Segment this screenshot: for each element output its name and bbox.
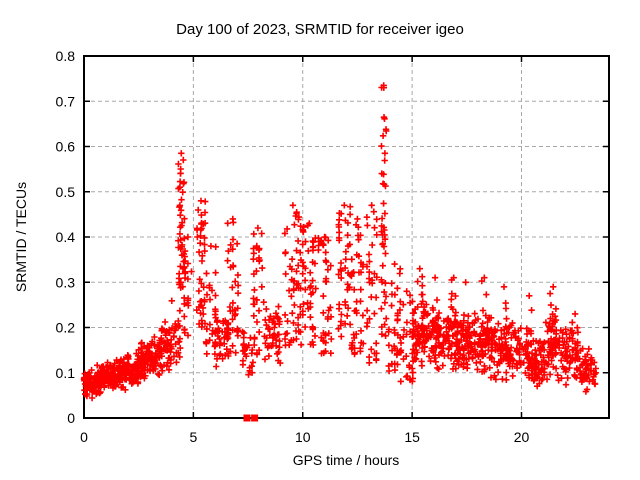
svg-text:0.7: 0.7 <box>56 93 76 109</box>
chart-title: Day 100 of 2023, SRMTID for receiver ige… <box>176 21 464 38</box>
svg-text:0: 0 <box>67 410 75 426</box>
axis-tick-labels: 0 5 10 15 20 0 0.1 0.2 0.3 0.4 0.5 0.6 0.7 0.8 <box>56 48 530 445</box>
svg-text:0: 0 <box>80 429 88 445</box>
svg-text:10: 10 <box>295 429 311 445</box>
svg-text:0.3: 0.3 <box>56 274 76 290</box>
svg-text:0.2: 0.2 <box>56 320 76 336</box>
svg-text:15: 15 <box>404 429 420 445</box>
flagged-epoch-markers <box>243 414 259 422</box>
data-points <box>80 82 599 402</box>
svg-text:0.6: 0.6 <box>56 139 76 155</box>
svg-text:0.1: 0.1 <box>56 365 76 381</box>
axis-ticks <box>83 55 609 419</box>
svg-text:0.4: 0.4 <box>56 229 76 245</box>
svg-text:20: 20 <box>514 429 530 445</box>
svg-text:0.5: 0.5 <box>56 184 76 200</box>
svg-text:5: 5 <box>189 429 197 445</box>
svg-text:0.8: 0.8 <box>56 48 76 64</box>
x-axis-label: GPS time / hours <box>292 452 400 468</box>
